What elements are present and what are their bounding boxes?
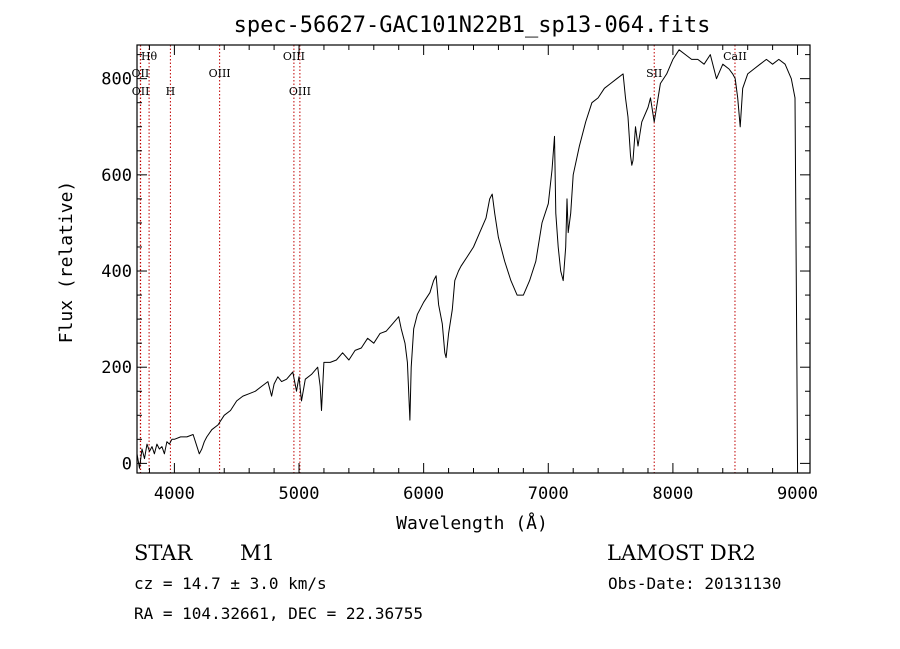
spectral-line-label: OII [132,85,150,98]
x-axis-label: Wavelength (Å) [396,512,548,534]
x-tick-label: 8000 [652,484,693,504]
spectrum-series [136,49,798,469]
y-tick-label: 600 [101,166,132,186]
y-axis-label: Flux (relative) [56,181,77,344]
x-tick-label: 9000 [777,484,818,504]
object-subclass: M1 [240,541,275,565]
spectrum-line [136,49,798,469]
x-tick-label: 4000 [154,484,195,504]
plot-frame [136,44,811,474]
y-tick-label: 200 [101,358,132,378]
y-tick-label: 400 [101,262,132,282]
x-tick-label: 5000 [279,484,320,504]
x-tick-label: 7000 [528,484,569,504]
spectral-line-label: SII [646,67,662,80]
object-class: STAR [134,541,193,565]
y-tick-label: 800 [101,70,132,90]
observation-date: Obs-Date: 20131130 [608,574,781,593]
x-tick-label: 6000 [403,484,444,504]
redshift-cz: cz = 14.7 ± 3.0 km/s [134,574,327,593]
spectral-line-label: OIII [289,85,311,98]
coordinates: RA = 104.32661, DEC = 22.36755 [134,604,423,623]
axis-ticks: 4000 5000 6000 7000 8000 9000 0 200 400 600 800 [101,45,818,504]
chart-title: spec-56627-GAC101N22B1_sp13-064.fits [234,13,711,38]
y-tick-label: 0 [122,454,132,474]
survey-name: LAMOST DR2 [607,541,756,565]
spectral-line-label: OIII [283,50,305,63]
spectral-line-label: Hθ [141,50,158,63]
spectral-line-label: H [166,85,176,98]
spectral-line-label: OIII [209,67,231,80]
spectral-line-label: CaII [723,50,747,63]
